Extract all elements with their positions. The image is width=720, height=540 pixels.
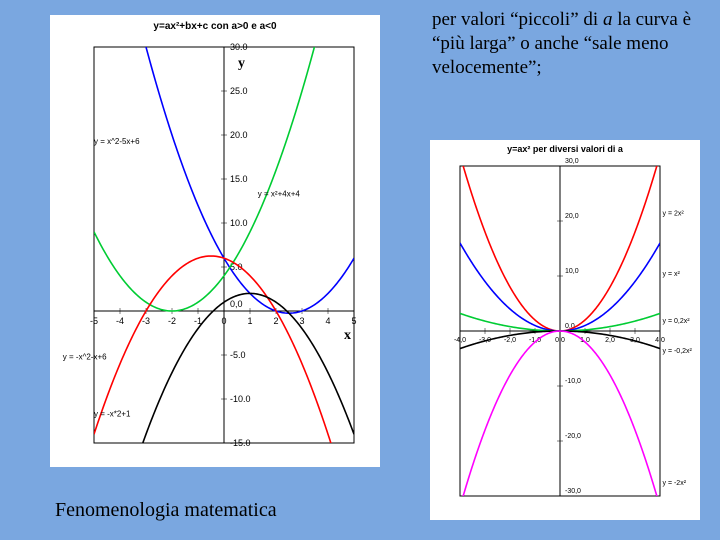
svg-text:y = x²: y = x² (663, 271, 681, 278)
svg-text:-30,0: -30,0 (565, 488, 581, 495)
svg-text:y = x²+4x+4: y = x²+4x+4 (258, 190, 301, 199)
svg-text:-2: -2 (168, 316, 176, 326)
svg-text:2: 2 (273, 316, 278, 326)
svg-text:20,0: 20,0 (565, 213, 579, 220)
svg-text:1: 1 (247, 316, 252, 326)
svg-text:-20,0: -20,0 (565, 433, 581, 440)
svg-text:15.0: 15.0 (230, 174, 248, 184)
svg-text:-10,0: -10,0 (565, 378, 581, 385)
svg-text:25.0: 25.0 (230, 86, 248, 96)
svg-text:10,0: 10,0 (565, 268, 579, 275)
svg-text:y: y (238, 56, 245, 71)
svg-text:y=ax²+bx+c con a>0 e a<0: y=ax²+bx+c con a>0 e a<0 (153, 21, 277, 32)
svg-text:0,0: 0,0 (230, 299, 243, 309)
annotation-text: per valori “piccoli” di a la curva è “pi… (432, 8, 692, 79)
svg-text:y = 2x²: y = 2x² (663, 211, 685, 218)
svg-text:y = -x*2+1: y = -x*2+1 (94, 410, 131, 419)
svg-text:-4: -4 (116, 316, 124, 326)
svg-text:-5: -5 (90, 316, 98, 326)
svg-text:30.0: 30.0 (230, 42, 248, 52)
svg-text:y = -0,2x²: y = -0,2x² (663, 348, 693, 355)
svg-text:20.0: 20.0 (230, 130, 248, 140)
svg-text:-2,0: -2,0 (504, 337, 516, 344)
svg-text:3: 3 (299, 316, 304, 326)
svg-text:y = -x^2-x+6: y = -x^2-x+6 (63, 352, 107, 361)
svg-text:2,0: 2,0 (605, 337, 615, 344)
svg-text:-3: -3 (142, 316, 150, 326)
svg-text:-4,0: -4,0 (454, 337, 466, 344)
svg-text:-15.0: -15.0 (230, 438, 251, 448)
svg-text:30,0: 30,0 (565, 158, 579, 165)
svg-text:y = 0,2x²: y = 0,2x² (663, 318, 691, 325)
svg-text:y = -2x²: y = -2x² (663, 480, 687, 487)
svg-text:4,0: 4,0 (655, 337, 665, 344)
svg-text:-5.0: -5.0 (230, 350, 246, 360)
svg-text:5: 5 (351, 316, 356, 326)
footer-text: Fenomenologia matematica (55, 499, 277, 522)
right-chart: y=ax² per diversi valori di a-4,0-3,0-2,… (430, 140, 700, 520)
svg-text:4: 4 (325, 316, 330, 326)
svg-text:y=ax² per diversi valori di a: y=ax² per diversi valori di a (507, 144, 624, 154)
left-chart: y=ax²+bx+c con a>0 e a<0-5-4-3-2-1012345… (50, 15, 380, 467)
svg-text:10.0: 10.0 (230, 218, 248, 228)
svg-text:-10.0: -10.0 (230, 394, 251, 404)
svg-text:y = x^2-5x+6: y = x^2-5x+6 (94, 137, 140, 146)
svg-text:x: x (344, 328, 351, 343)
